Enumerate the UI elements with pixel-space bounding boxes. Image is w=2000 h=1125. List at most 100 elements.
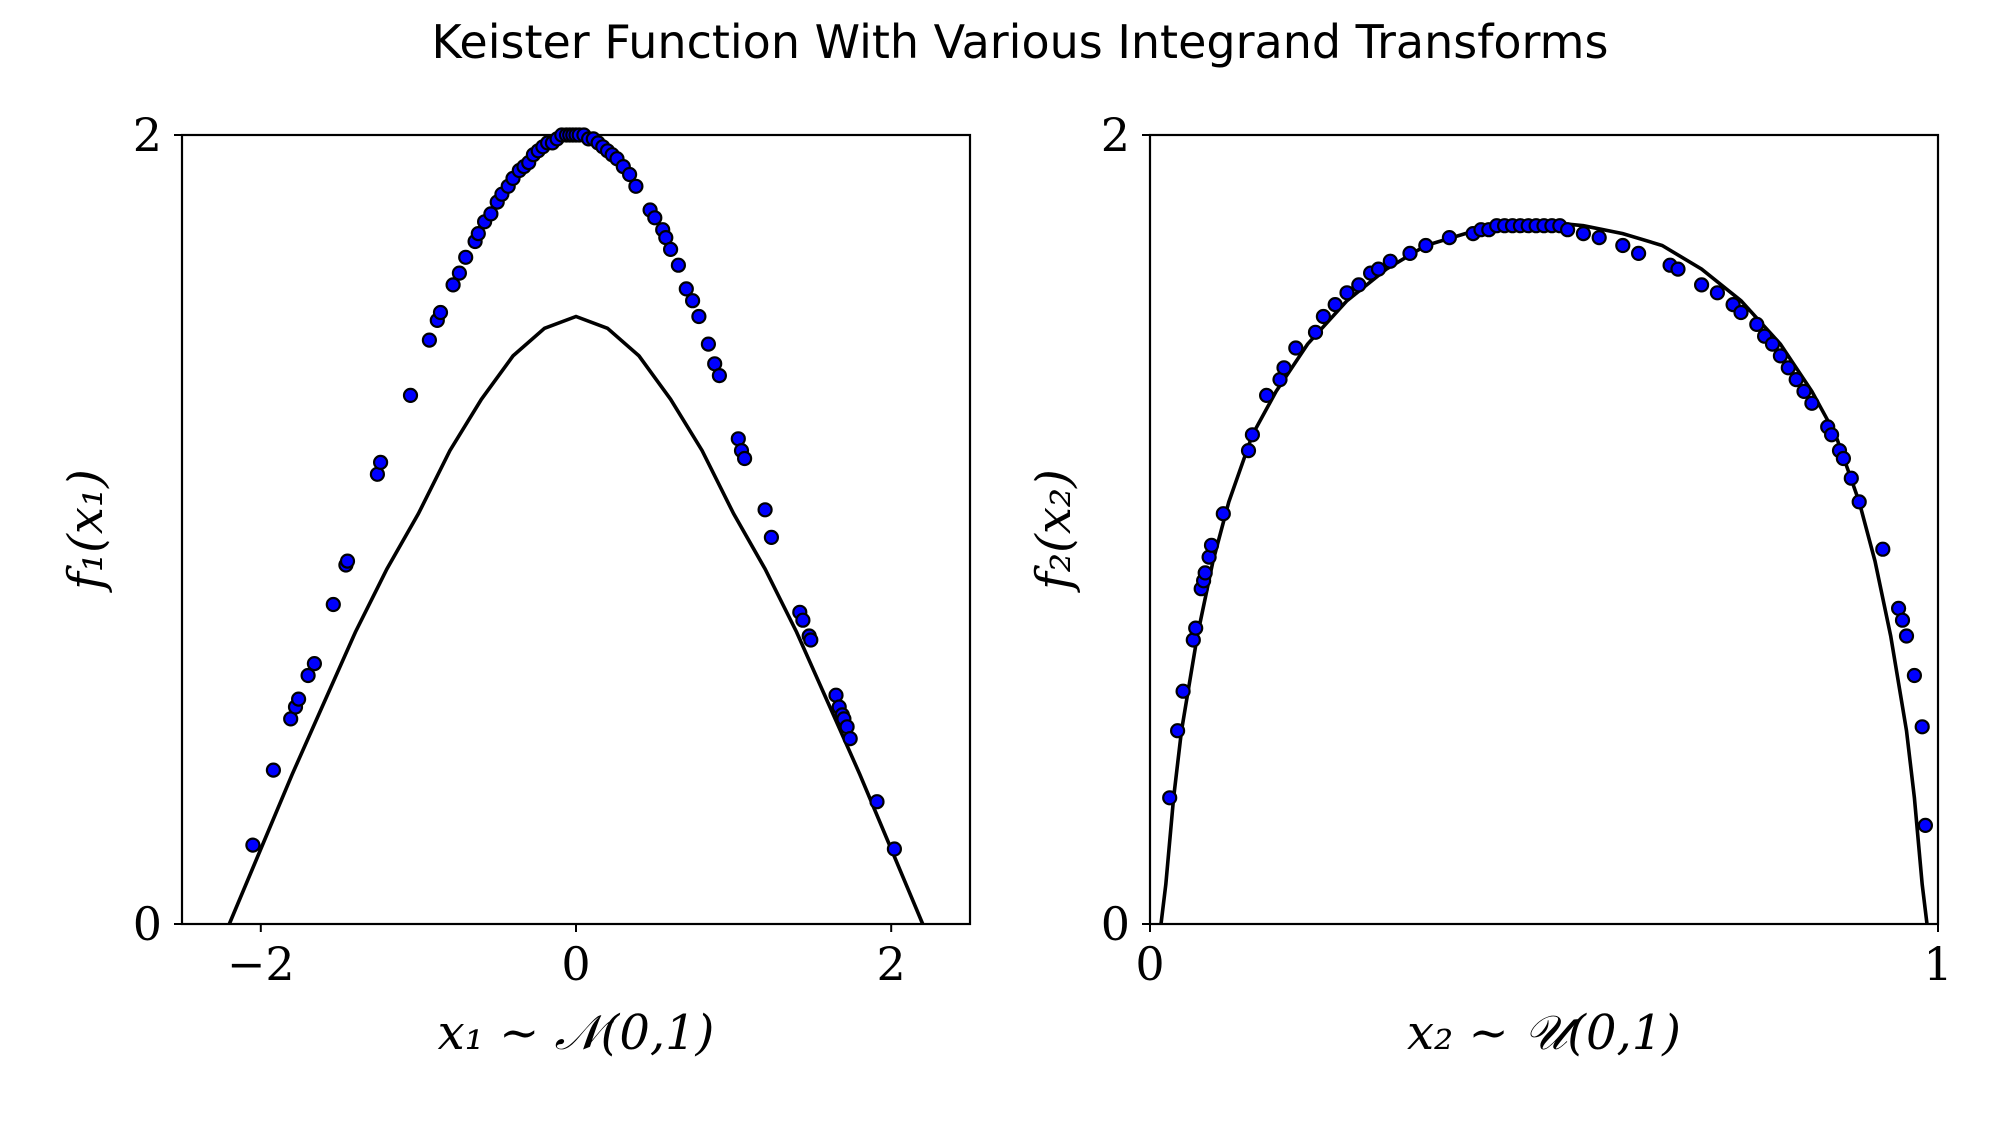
sample-point [1315, 308, 1332, 325]
sample-point [684, 293, 701, 309]
sample-point [842, 730, 858, 747]
sample-point [245, 837, 261, 853]
sample-point [1591, 230, 1607, 246]
sample-point [1197, 565, 1213, 581]
sample-point [325, 596, 341, 613]
sample-point [1288, 340, 1304, 356]
sample-point [886, 841, 903, 857]
sample-point [1370, 261, 1387, 277]
sample-point [470, 226, 486, 242]
sample-point [700, 336, 717, 352]
sample-point [1575, 226, 1592, 242]
sample-point [1382, 253, 1398, 269]
x-tick-label: 1 [1923, 937, 1952, 991]
sample-point [265, 762, 281, 778]
sample-point [1804, 395, 1820, 411]
y-tick-label: 2 [133, 108, 162, 162]
sample-point [795, 612, 811, 628]
sample-point [432, 304, 449, 321]
sample-point [300, 667, 316, 684]
sample-point [1240, 443, 1257, 459]
sample-point [1162, 790, 1178, 806]
sample-point [736, 450, 753, 467]
x-tick-label: 0 [1135, 937, 1164, 991]
sample-point [1772, 348, 1789, 364]
x-axis-label: x₁ ~ 𝒩(0,1) [438, 1005, 715, 1061]
sample-point [373, 454, 389, 470]
sample-point [1906, 667, 1923, 684]
sample-point [1894, 612, 1911, 628]
function-curve [227, 314, 925, 925]
sample-point [1835, 450, 1852, 467]
sample-point [763, 529, 780, 546]
sample-point [1733, 304, 1749, 321]
sample-point [1351, 277, 1367, 293]
x-axis-label: x₂ ~ 𝒰(0,1) [1407, 1005, 1681, 1061]
sample-point [757, 502, 773, 518]
sample-point [1764, 336, 1781, 352]
figure-title: Keister Function With Various Integrand … [432, 15, 1609, 69]
sample-point [628, 178, 644, 194]
plot-frame [180, 133, 972, 926]
sample-point [1441, 230, 1458, 246]
y-tick-label: 0 [133, 897, 162, 951]
sample-point [1185, 632, 1201, 648]
sample-point [621, 166, 638, 183]
sample-point [1788, 372, 1804, 388]
sample-point [1843, 470, 1859, 486]
y-axis-label: f₁(x₁) [58, 469, 114, 593]
sample-point [1670, 261, 1686, 277]
sample-point [711, 368, 728, 384]
sample-point [1709, 285, 1726, 301]
sample-point [678, 281, 694, 297]
sample-point [1402, 245, 1418, 261]
sample-point [483, 206, 499, 222]
sample-point [445, 277, 461, 293]
x-tick-label: 0 [561, 937, 590, 991]
sample-point [1875, 541, 1891, 557]
sample-point [691, 308, 707, 325]
function-curve [1159, 219, 1929, 925]
sample-point [1203, 537, 1220, 553]
sample-point [458, 249, 474, 265]
sample-point [1307, 324, 1324, 340]
sample-point [803, 632, 819, 648]
sample-point [339, 553, 356, 569]
sample-point [1796, 383, 1812, 399]
sample-point [1749, 316, 1765, 332]
sample-point [1276, 360, 1292, 376]
sample-point [1898, 628, 1915, 644]
sample-point [1188, 620, 1204, 636]
plot-frame [1148, 133, 1940, 926]
sample-point [1917, 817, 1934, 834]
sample-point [1169, 723, 1186, 739]
y-tick-label: 0 [1101, 897, 1130, 951]
x-tick-label: 2 [877, 937, 906, 991]
sample-point [670, 257, 687, 273]
chart-left: −2 0 2 0 2 x₁ ~ 𝒩(0,1) f₁(x₁) [58, 108, 972, 1061]
sample-point [421, 332, 437, 348]
sample-point [1780, 360, 1796, 376]
sample-point [291, 691, 307, 707]
y-axis-label: f₂(x₂) [1026, 469, 1082, 593]
sample-point [1823, 427, 1840, 443]
x-tick-label: −2 [227, 937, 295, 991]
sample-point [662, 241, 679, 257]
sample-point [1615, 237, 1631, 254]
sample-point [1559, 222, 1576, 238]
sample-point [306, 655, 322, 672]
chart-right: 0 1 0 2 x₂ ~ 𝒰(0,1) f₂(x₂) [1026, 108, 1953, 1061]
sample-point [869, 794, 885, 810]
sample-point [1215, 506, 1231, 522]
sample-point [1630, 245, 1647, 261]
sample-point [1418, 237, 1434, 254]
sample-point [1914, 719, 1930, 735]
sample-point [451, 265, 467, 281]
sample-point [1244, 427, 1261, 443]
sample-point [1693, 277, 1710, 293]
sample-point [1851, 494, 1867, 510]
sample-point [402, 387, 419, 403]
sample-point [1175, 683, 1191, 699]
sample-point [1258, 387, 1275, 403]
